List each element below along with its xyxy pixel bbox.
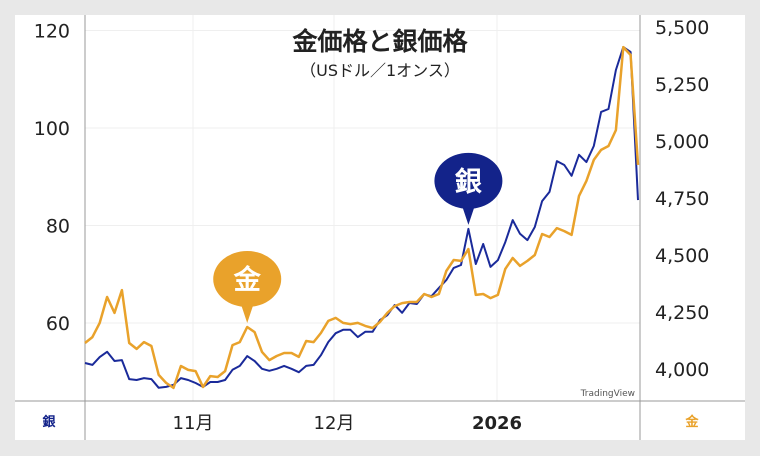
left-tick-label: 60 <box>46 313 70 335</box>
right-axis-label: 金 <box>684 414 699 430</box>
series-line-silver <box>84 46 639 389</box>
x-tick-label: 12月 <box>314 413 355 434</box>
chart-subtitle: （USドル／1オンス） <box>300 61 460 80</box>
left-tick-label: 80 <box>46 216 70 238</box>
x-tick-label: 2026 <box>472 413 522 434</box>
right-tick-label: 4,750 <box>655 188 709 210</box>
x-tick-label: 11月 <box>173 413 214 434</box>
right-tick-label: 4,250 <box>655 302 709 324</box>
callout-label: 銀 <box>455 167 482 198</box>
right-tick-label: 5,000 <box>655 131 709 153</box>
series-line-gold <box>84 45 640 390</box>
watermark: TradingView <box>580 389 635 399</box>
chart-title: 金価格と銀価格 <box>291 27 468 56</box>
callout-bubble <box>213 251 282 308</box>
right-tick-label: 5,250 <box>655 74 709 96</box>
left-axis-label: 銀 <box>42 414 55 430</box>
right-tick-label: 4,000 <box>655 359 709 381</box>
right-tick-label: 4,500 <box>655 245 709 267</box>
left-tick-label: 100 <box>34 118 70 140</box>
chart-card <box>15 15 745 440</box>
right-tick-label: 5,500 <box>655 17 709 39</box>
callout-label: 金 <box>233 264 262 296</box>
left-tick-label: 120 <box>34 21 70 43</box>
callout-bubble <box>434 152 503 209</box>
